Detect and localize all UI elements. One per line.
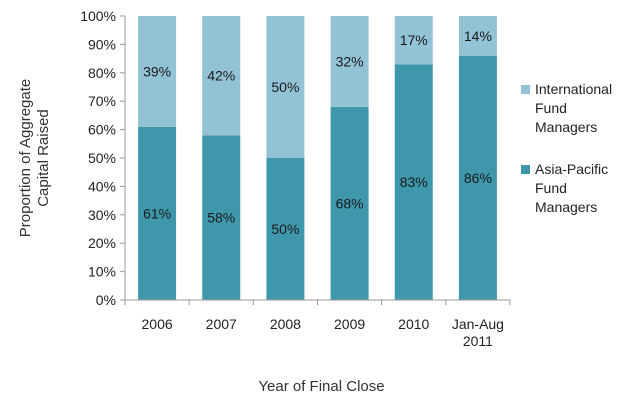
- data-label-asia-pacific-2: 50%: [271, 221, 299, 237]
- data-label-international-3: 32%: [336, 53, 364, 69]
- data-label-international-1: 42%: [207, 68, 235, 84]
- legend-swatch-asia-pacific: [521, 165, 530, 174]
- x-tick-label: Jan-Aug 2011: [452, 316, 504, 349]
- bar-segment-international-5: [458, 16, 497, 56]
- y-tick-label: 90%: [88, 36, 116, 52]
- y-tick-label: 70%: [88, 93, 116, 109]
- legend-label-asia-pacific: Asia-Pacific Fund Managers: [535, 161, 608, 215]
- bar-segment-international-1: [202, 16, 241, 136]
- y-tick-label: 40%: [88, 178, 116, 194]
- y-tick-label: 80%: [88, 65, 116, 81]
- y-axis-title-text: Proportion of AggregateCapital Raised: [17, 79, 52, 237]
- y-tick-label: 30%: [88, 207, 116, 223]
- data-label-international-4: 17%: [400, 32, 428, 48]
- x-tick-label-line: 2008: [270, 316, 301, 332]
- x-tick-label: 2010: [398, 316, 429, 332]
- x-tick-label: 2009: [334, 316, 365, 332]
- x-axis-ticks: 2006 2007 2008 2009 2010 Jan-Aug 2011: [124, 300, 511, 349]
- y-tick-label: 50%: [88, 150, 116, 166]
- data-label-asia-pacific-4: 83%: [400, 174, 428, 190]
- x-tick-label-line: 2006: [142, 316, 173, 332]
- x-tick-label-line: 2007: [206, 316, 237, 332]
- bar-segment-international-4: [394, 16, 433, 65]
- x-tick-label: 2007: [206, 316, 237, 332]
- legend-label-line: International: [535, 81, 612, 97]
- x-tick-label-line: Jan-Aug: [452, 316, 504, 332]
- bar-segment-international-0: [138, 16, 177, 127]
- data-label-international-5: 14%: [464, 28, 492, 44]
- x-tick-label-line: 2011: [463, 333, 493, 349]
- data-label-international-2: 50%: [271, 79, 299, 95]
- x-tick-label-line: 2010: [398, 316, 429, 332]
- y-tick-label: 0%: [96, 292, 116, 308]
- x-axis-title: Year of Final Close: [258, 378, 384, 395]
- bar-segment-asia-pacific-5: [458, 55, 497, 301]
- data-label-international-0: 39%: [143, 63, 171, 79]
- bar-segment-asia-pacific-2: [266, 158, 305, 300]
- y-axis-title-line: Proportion of Aggregate: [17, 79, 34, 237]
- legend: International Fund Managers Asia-Pacific Fun…: [521, 81, 612, 215]
- legend-label-line: Fund: [535, 180, 567, 196]
- data-label-asia-pacific-0: 61%: [143, 205, 171, 221]
- y-axis-title: Proportion of AggregateCapital Raised: [17, 79, 52, 237]
- legend-swatch-international: [521, 85, 530, 94]
- y-axis-ticks: 0% 10% 20% 30% 40% 50% 60% 70% 80% 90% 100%: [80, 8, 125, 308]
- bar-segment-asia-pacific-1: [202, 135, 241, 300]
- data-label-asia-pacific-5: 86%: [464, 170, 492, 186]
- bar-segment-international-3: [330, 16, 369, 107]
- x-tick-label: 2008: [270, 316, 301, 332]
- x-tick-label-line: 2009: [334, 316, 365, 332]
- bar-segment-asia-pacific-0: [138, 126, 177, 300]
- data-label-asia-pacific-1: 58%: [207, 210, 235, 226]
- legend-label-line: Managers: [535, 199, 597, 215]
- legend-label-line: Managers: [535, 119, 597, 135]
- legend-label-international: International Fund Managers: [535, 81, 612, 135]
- bar-segment-asia-pacific-3: [330, 106, 369, 300]
- legend-label-line: Fund: [535, 100, 567, 116]
- data-label-asia-pacific-3: 68%: [336, 195, 364, 211]
- x-tick-label: 2006: [142, 316, 173, 332]
- bar-segment-international-2: [266, 16, 305, 158]
- data-labels-group: 61% 39% 58% 42% 50% 50% 68% 32% 83% 17% 86% 14%: [143, 28, 492, 237]
- legend-label-line: Asia-Pacific: [535, 161, 608, 177]
- y-tick-label: 100%: [80, 8, 116, 24]
- y-tick-label: 10%: [88, 264, 116, 280]
- bar-segment-asia-pacific-4: [394, 64, 433, 300]
- y-axis-title-line: Capital Raised: [35, 109, 52, 207]
- bars-group: [138, 16, 497, 301]
- y-tick-label: 60%: [88, 122, 116, 138]
- y-tick-label: 20%: [88, 235, 116, 251]
